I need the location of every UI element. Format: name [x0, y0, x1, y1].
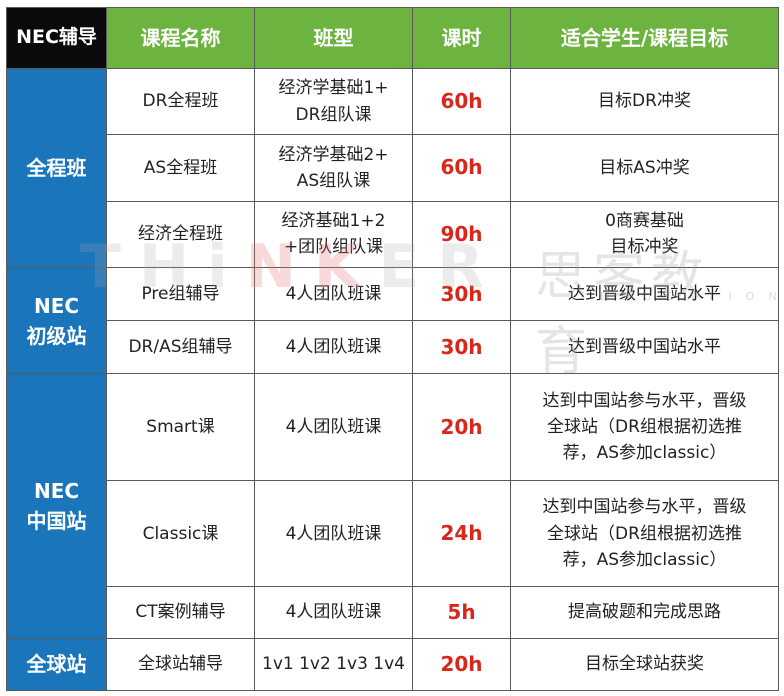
- table-row: 经济全程班 经济基础1+2 +团队组队课 90h 0商赛基础 目标冲奖: [7, 200, 779, 268]
- category-cell: NEC 初级站: [6, 266, 107, 375]
- course-target: 目标DR冲奖: [510, 67, 779, 136]
- course-name: CT案例辅导: [106, 586, 255, 639]
- course-name: DR全程班: [106, 67, 255, 136]
- table-row: 全程班 DR全程班 经济学基础1+ DR组队课 60h 目标DR冲奖: [6, 67, 779, 268]
- class-type: 1v1 1v2 1v3 1v4: [254, 637, 413, 692]
- class-type: 经济学基础2+ AS组队课: [254, 134, 413, 202]
- table-row: 全球站 全球站辅导 1v1 1v2 1v3 1v4 20h 目标全球站获奖: [6, 637, 779, 692]
- header-corner: NEC辅导: [6, 7, 107, 69]
- course-name: DR/AS组辅导: [106, 320, 255, 375]
- category-cell: 全球站: [6, 637, 107, 692]
- course-name: AS全程班: [106, 134, 255, 202]
- header-row: NEC辅导 课程名称 班型 课时 适合学生/课程目标: [6, 7, 779, 69]
- course-target: 提高破题和完成思路: [510, 586, 779, 639]
- table-row: DR/AS组辅导 4人团队班课 30h 达到晋级中国站水平: [7, 320, 779, 375]
- course-target: 0商赛基础 目标冲奖: [510, 200, 779, 268]
- table-row: Classic课 4人团队班课 24h 达到中国站参与水平，晋级 全球站（DR组根…: [7, 479, 779, 588]
- course-hours: 24h: [412, 479, 511, 588]
- table-row: NEC 初级站 Pre组辅导 4人团队班课 30h 达到晋级中国站水平: [6, 266, 779, 375]
- course-hours: 5h: [412, 586, 511, 639]
- course-name: Smart课: [106, 373, 255, 481]
- course-target: 达到中国站参与水平，晋级 全球站（DR组根据初选推 荐，AS参加classic）: [510, 479, 779, 588]
- course-hours: 60h: [412, 67, 511, 136]
- class-type: 经济基础1+2 +团队组队课: [254, 200, 413, 268]
- table-row: AS全程班 经济学基础2+ AS组队课 60h 目标AS冲奖: [7, 134, 779, 202]
- course-hours: 30h: [412, 266, 511, 322]
- class-type: 经济学基础1+ DR组队课: [254, 67, 413, 136]
- header-class-type: 班型: [254, 7, 413, 69]
- course-target: 目标全球站获奖: [510, 637, 779, 692]
- course-target: 达到晋级中国站水平: [510, 266, 779, 322]
- course-name: Classic课: [106, 479, 255, 588]
- course-hours: 90h: [412, 200, 511, 268]
- course-name: Pre组辅导: [106, 266, 255, 322]
- class-type: 4人团队班课: [254, 586, 413, 639]
- category-cell: NEC 中国站: [6, 373, 107, 639]
- header-hours: 课时: [412, 7, 511, 69]
- course-target: 达到晋级中国站水平: [510, 320, 779, 375]
- table-row: CT案例辅导 4人团队班课 5h 提高破题和完成思路: [7, 586, 779, 639]
- course-name: 经济全程班: [106, 200, 255, 268]
- class-type: 4人团队班课: [254, 373, 413, 481]
- header-target: 适合学生/课程目标: [510, 7, 779, 69]
- course-hours: 60h: [412, 134, 511, 202]
- course-target: 达到中国站参与水平，晋级 全球站（DR组根据初选推 荐，AS参加classic）: [510, 373, 779, 481]
- course-hours: 20h: [412, 637, 511, 692]
- course-hours: 30h: [412, 320, 511, 375]
- class-type: 4人团队班课: [254, 479, 413, 588]
- class-type: 4人团队班课: [254, 266, 413, 322]
- class-type: 4人团队班课: [254, 320, 413, 375]
- course-name: 全球站辅导: [106, 637, 255, 692]
- course-target: 目标AS冲奖: [510, 134, 779, 202]
- course-hours: 20h: [412, 373, 511, 481]
- course-table: NEC辅导 课程名称 班型 课时 适合学生/课程目标 全程班 DR全程班 经济学…: [6, 7, 779, 692]
- header-course-name: 课程名称: [106, 7, 255, 69]
- table-row: NEC 中国站 Smart课 4人团队班课 20h 达到中国站参与水平，晋级 全球站…: [6, 373, 779, 639]
- category-cell: 全程班: [6, 68, 107, 268]
